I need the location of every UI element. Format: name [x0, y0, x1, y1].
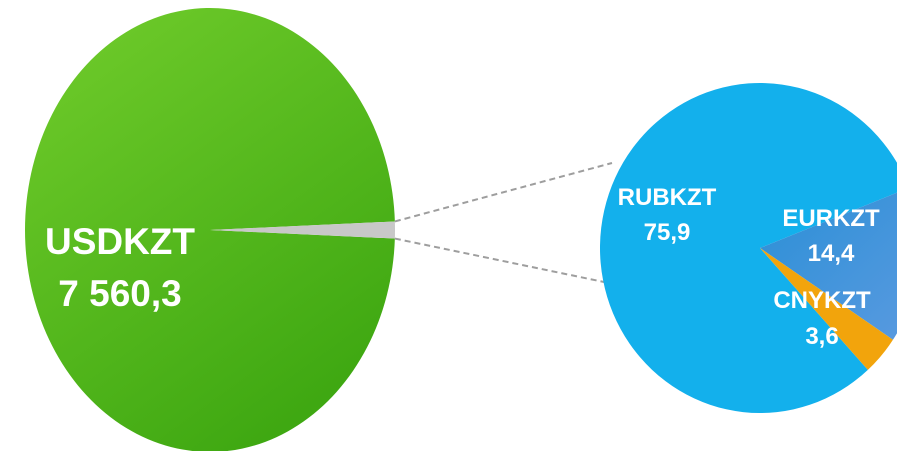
secondary-pie	[600, 83, 897, 413]
cnykzt-value: 3,6	[805, 323, 838, 350]
usdkzt-value: 7 560,3	[58, 273, 181, 314]
cnykzt-label: CNYKZT	[773, 287, 871, 314]
eurkzt-slice	[760, 192, 897, 340]
connector-line-bottom	[394, 237, 605, 283]
eurkzt-label: EURKZT	[782, 205, 880, 232]
other-currencies-slice	[210, 221, 395, 239]
rubkzt-slice	[600, 83, 897, 413]
rubkzt-label: RUBKZT	[618, 184, 717, 211]
connector-line-top	[394, 162, 613, 223]
main-pie	[25, 8, 395, 451]
usdkzt-slice	[25, 8, 395, 451]
eurkzt-value: 14,4	[808, 240, 855, 267]
usdkzt-label: USDKZT	[45, 221, 195, 262]
pie-connectors	[394, 162, 613, 283]
cnykzt-slice	[760, 248, 893, 370]
rubkzt-value: 75,9	[644, 219, 691, 246]
